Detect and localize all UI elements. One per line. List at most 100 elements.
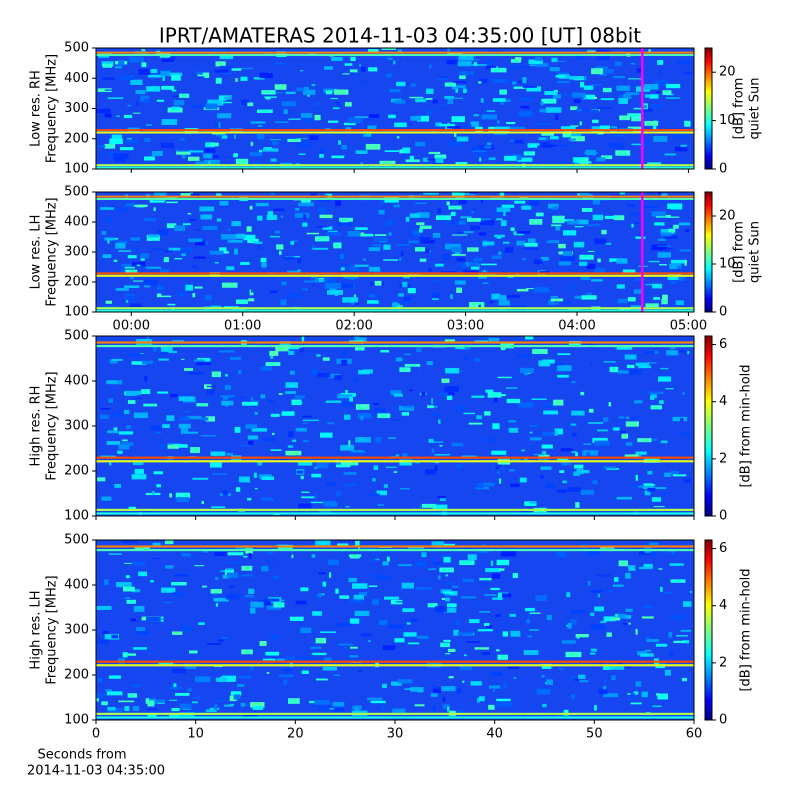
spectrogram-texture <box>253 161 262 167</box>
spectrogram-texture <box>233 694 241 700</box>
spectrogram-texture <box>594 267 606 273</box>
spectrogram-texture <box>442 704 451 709</box>
spectrogram-texture <box>510 59 521 63</box>
spectrogram-texture <box>387 58 393 60</box>
spectrogram-texture <box>395 600 403 603</box>
spectrogram-texture <box>402 405 414 408</box>
spectrogram-texture <box>660 229 675 235</box>
spectrogram-texture <box>349 618 360 624</box>
spectrogram-texture <box>592 214 604 221</box>
spectrogram-texture <box>211 506 226 509</box>
spectrogram-texture <box>666 247 673 250</box>
spectrogram <box>96 48 694 169</box>
spectrogram-texture <box>502 241 510 244</box>
spectrogram-texture <box>599 73 607 76</box>
spectrogram-texture <box>642 605 653 609</box>
x-tick-label: 10 <box>187 727 204 742</box>
spectrogram-texture <box>240 99 250 106</box>
y-axis-label: Low res. RH <box>29 70 44 147</box>
spectrogram-texture <box>222 575 231 579</box>
spectrogram-texture <box>270 192 275 196</box>
spectrogram-texture <box>511 458 521 461</box>
spectrogram-texture <box>134 469 144 474</box>
spectrogram-texture <box>250 397 254 401</box>
spectrogram-texture <box>316 594 323 598</box>
spectrogram-texture <box>599 546 615 549</box>
spectrogram-texture <box>96 639 110 645</box>
spectrogram-texture <box>286 293 303 298</box>
spectrogram-texture <box>601 229 607 235</box>
spectrogram-texture <box>641 108 653 112</box>
spectrogram-texture <box>404 363 421 367</box>
spectrogram-texture <box>288 350 295 356</box>
spectrogram-texture <box>518 111 533 117</box>
spectrogram-band <box>96 512 694 515</box>
spectrogram-texture <box>594 238 607 244</box>
spectrogram-band <box>96 664 694 667</box>
spectrogram-texture <box>377 294 383 297</box>
spectrogram-texture <box>322 226 333 230</box>
spectrogram-texture <box>409 389 413 392</box>
spectrogram-texture <box>363 131 372 137</box>
spectrogram-texture <box>619 192 625 195</box>
spectrogram-texture <box>399 459 412 466</box>
spectrogram-texture <box>150 580 155 583</box>
spectrogram-texture <box>143 98 151 104</box>
spectrogram-texture <box>261 497 274 501</box>
spectrogram-texture <box>494 397 498 403</box>
spectrogram-texture <box>327 218 332 220</box>
spectrogram-texture <box>498 478 502 484</box>
spectrogram-texture <box>372 599 379 605</box>
spectrogram-texture <box>382 645 396 651</box>
spectrogram-texture <box>471 211 474 214</box>
spectrogram-texture <box>400 487 410 490</box>
spectrogram-texture <box>446 59 459 65</box>
spectrogram-texture <box>335 200 342 206</box>
spectrogram-texture <box>527 635 533 638</box>
spectrogram-texture <box>604 215 617 219</box>
spectrogram-texture <box>180 193 192 197</box>
spectrogram-texture <box>295 401 303 405</box>
spectrogram-texture <box>669 263 682 270</box>
spectrogram-texture <box>596 55 611 60</box>
spectrogram-texture <box>645 303 659 308</box>
spectrogram-texture <box>412 230 421 237</box>
spectrogram-texture <box>428 151 441 155</box>
spectrogram-texture <box>267 605 282 610</box>
spectrogram-texture <box>522 86 537 88</box>
spectrogram-texture <box>581 295 597 300</box>
spectrogram-texture <box>583 443 592 445</box>
spectrogram-texture <box>265 97 271 100</box>
spectrogram-texture <box>451 85 466 90</box>
spectrogram-texture <box>454 132 457 137</box>
spectrogram-texture <box>495 614 501 617</box>
spectrogram-texture <box>352 583 368 589</box>
spectrogram-texture <box>344 462 359 466</box>
spectrogram-texture <box>132 561 146 566</box>
spectrogram-texture <box>247 497 252 501</box>
spectrogram-texture <box>171 106 180 111</box>
spectrogram-texture <box>270 139 281 141</box>
spectrogram-texture <box>332 107 340 110</box>
spectrogram-texture <box>108 553 122 555</box>
spectrogram-texture <box>666 83 681 89</box>
spectrogram-texture <box>483 623 490 626</box>
spectrogram-texture <box>663 592 674 594</box>
spectrogram-texture <box>645 636 651 639</box>
spectrogram-texture <box>347 117 363 124</box>
spectrogram-texture <box>156 293 162 298</box>
spectrogram-texture <box>245 424 257 429</box>
spectrogram-texture <box>112 358 123 361</box>
spectrogram-texture <box>562 251 573 257</box>
spectrogram-texture <box>440 554 453 559</box>
spectrogram-texture <box>587 50 596 53</box>
spectrogram-texture <box>265 559 278 561</box>
spectrogram-texture <box>547 240 557 243</box>
spectrogram-texture <box>333 242 342 249</box>
spectrogram-texture <box>250 141 254 146</box>
spectrogram-texture <box>558 668 565 670</box>
spectrogram-texture <box>354 377 359 383</box>
spectrogram-texture <box>344 414 351 420</box>
spectrogram-texture <box>262 148 279 152</box>
spectrogram-texture <box>169 713 182 718</box>
